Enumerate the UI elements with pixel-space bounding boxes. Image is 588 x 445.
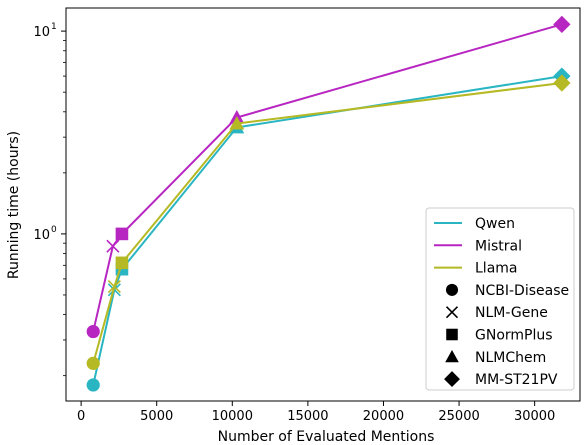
data-point-mm-st21pv [553,15,571,33]
legend-label: Qwen [475,216,515,232]
legend-label: MM-ST21PV [475,372,558,388]
x-axis: 0 5000 10000 15000 20000 25000 30000 [77,401,555,424]
legend-label: NLM-Gene [475,305,548,321]
x-tick-label: 15000 [287,409,328,424]
data-point-gnormplus [115,227,129,241]
series-layer [86,15,571,392]
data-point-nlmchem [229,116,245,130]
legend-box [425,207,575,391]
x-tick-label: 5000 [140,409,173,424]
data-point-nlm-gene [107,279,121,294]
legend-label: Llama [475,261,518,277]
y-tick-exponent: 1 [51,22,57,32]
x-tick-label: 0 [77,409,85,424]
x-tick-label: 10000 [212,409,253,424]
legend-label: GNormPlus [475,328,553,344]
x-tick-label: 20000 [363,409,404,424]
x-tick-label: 30000 [514,409,555,424]
data-point-ncbi-disease [86,378,100,392]
plot-frame [65,7,581,402]
y-tick-label: 10 [33,228,50,243]
legend-marker-triangle [445,349,459,363]
legend-marker-x [445,306,459,319]
legend: Qwen Mistral Llama NCBI-Disease NLM-Gene GNor… [425,207,575,391]
y-tick-exponent: 0 [51,225,57,235]
x-tick-label: 25000 [438,409,479,424]
data-point-ncbi-disease [86,356,100,370]
y-tick-label: 10 [33,25,50,40]
legend-label: Mistral [475,238,522,254]
legend-label: NCBI-Disease [475,283,569,299]
data-point-nlm-gene [106,239,120,253]
x-axis-label: Number of Evaluated Mentions [218,429,435,445]
data-point-gnormplus [115,256,129,270]
legend-marker-diamond [444,371,460,388]
legend-marker-square [446,328,458,341]
series-mistral [86,15,571,339]
legend-label: NLMChem [475,350,546,366]
data-point-mm-st21pv [553,74,571,92]
data-point-ncbi-disease [86,324,100,339]
legend-marker-circle [445,283,459,296]
y-axis-label: Running time (hours) [6,131,22,279]
series-llama [86,74,571,370]
